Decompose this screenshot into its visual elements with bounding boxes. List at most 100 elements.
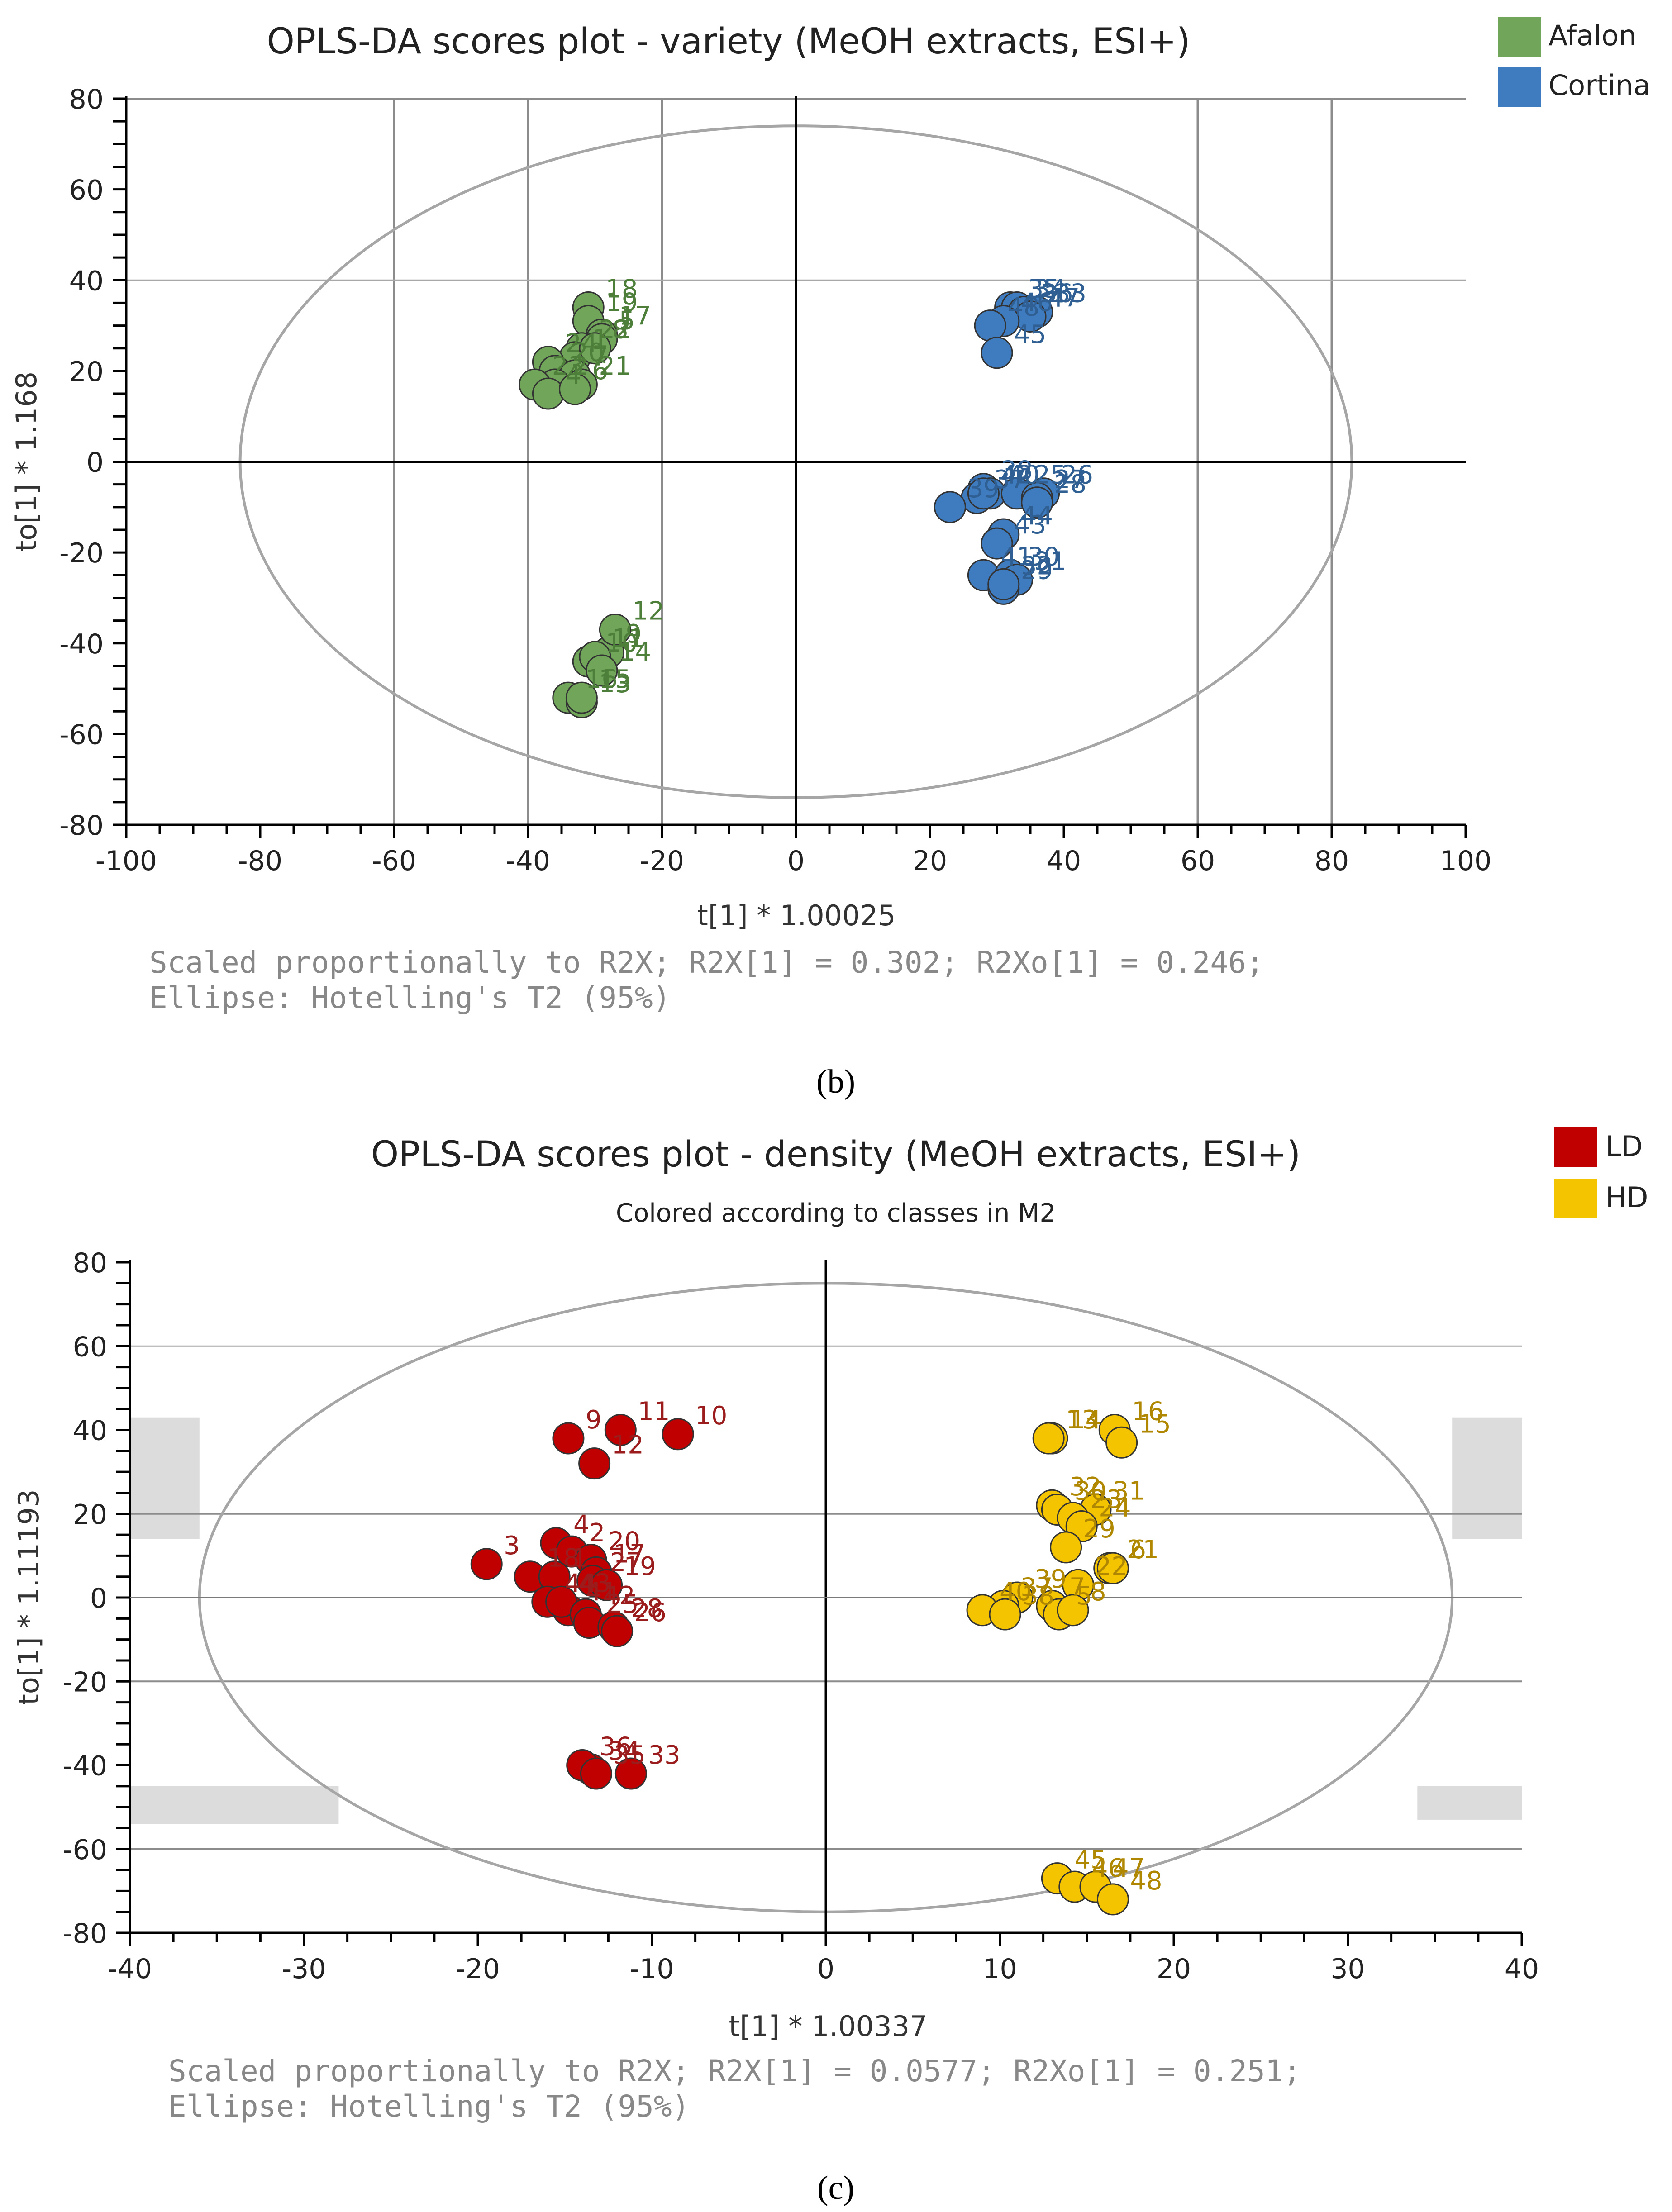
y-tick-label: -20 [59, 538, 104, 569]
chart-title: OPLS-DA scores plot - density (MeOH extr… [371, 1134, 1300, 1175]
point-label-ld-42: 42 [603, 1581, 635, 1611]
point-label-hd-21: 21 [1127, 1535, 1159, 1565]
y-tick-label: -80 [59, 810, 104, 842]
point-cortina-45 [981, 337, 1013, 369]
point-label-afalon-17: 17 [619, 302, 651, 331]
point-label-cortina-33: 33 [1054, 279, 1086, 308]
point-ld-12 [578, 1447, 611, 1480]
point-label-ld-27: 27 [610, 1548, 642, 1577]
y-tick-label: 40 [73, 1415, 107, 1447]
x-tick-label: -40 [108, 1953, 152, 1985]
x-tick-label: -20 [456, 1953, 500, 1985]
point-label-ld-33: 33 [648, 1741, 680, 1770]
point-label-afalon-21: 21 [599, 352, 631, 381]
point-label-hd-40: 40 [1000, 1577, 1032, 1607]
point-label-cortina-46: 46 [1021, 288, 1053, 318]
point-label-hd-5: 5 [1076, 1581, 1092, 1611]
point-label-cortina-35: 35 [1028, 274, 1060, 304]
point-label-ld-9: 9 [586, 1405, 602, 1435]
point-ld-11 [604, 1414, 637, 1446]
y-tick-label: 40 [69, 265, 104, 297]
point-label-ld-44: 44 [565, 1569, 597, 1598]
y-tick-label: -40 [63, 1751, 107, 1782]
point-label-ld-35: 35 [613, 1741, 645, 1770]
point-label-ld-18: 18 [547, 1544, 579, 1573]
point-label-hd-30: 30 [1074, 1476, 1106, 1506]
axes [113, 96, 1467, 838]
y-axis-label: to[1] * 1.168 [10, 371, 43, 552]
point-afalon-14 [586, 654, 618, 687]
y-tick-label: -20 [63, 1666, 107, 1698]
point-label-hd-15: 15 [1139, 1409, 1171, 1439]
point-hd-15 [1105, 1426, 1138, 1459]
point-label-cortina-32: 32 [1021, 551, 1053, 580]
point-label-cortina-41: 41 [1000, 542, 1033, 571]
x-tick-label: 20 [913, 845, 947, 877]
point-label-afalon-24: 24 [565, 329, 597, 358]
point-label-ld-28: 28 [631, 1594, 663, 1623]
point-label-ld-10: 10 [695, 1401, 727, 1431]
point-label-ld-4: 4 [573, 1510, 590, 1540]
point-afalon-12 [599, 614, 631, 646]
point-label-afalon-11: 11 [612, 624, 644, 653]
point-label-ld-2: 2 [589, 1518, 605, 1548]
point-label-hd-7: 7 [1069, 1573, 1086, 1603]
point-ld-26 [601, 1615, 634, 1647]
chart-legend: Afalon Cortina [1498, 17, 1651, 107]
x-tick-label: -40 [506, 845, 550, 877]
axes [116, 1260, 1523, 1946]
point-label-afalon-15: 15 [599, 665, 631, 694]
point-label-hd-46: 46 [1092, 1854, 1124, 1883]
x-tick-label: -20 [640, 845, 684, 877]
point-label-hd-32: 32 [1069, 1472, 1101, 1502]
x-tick-label: 10 [982, 1953, 1017, 1985]
point-label-hd-16: 16 [1132, 1397, 1164, 1427]
point-label-afalon-14: 14 [619, 637, 651, 667]
y-tick-label: -80 [63, 1918, 107, 1950]
point-label-hd-38: 38 [1022, 1581, 1054, 1611]
point-label-afalon-2: 2 [572, 352, 588, 381]
point-label-cortina-29: 29 [1021, 556, 1053, 585]
chart-title: OPLS-DA scores plot - variety (MeOH extr… [267, 21, 1191, 62]
point-cortina-39 [934, 491, 966, 523]
point-label-afalon-1: 1 [592, 324, 609, 354]
point-label-cortina-28: 28 [1054, 470, 1086, 499]
x-tick-label: 60 [1181, 845, 1215, 877]
point-label-cortina-26: 26 [1061, 461, 1093, 490]
point-label-hd-24: 24 [1099, 1494, 1131, 1523]
legend-label-hd: HD [1605, 1181, 1648, 1214]
point-ld-9 [552, 1422, 585, 1455]
point-ld-33 [614, 1757, 647, 1790]
tick-labels: -80 -60 -40 -20 0 20 40 60 80 -40 -30 -20 -10 0 10 20 30… [63, 1247, 1539, 1985]
y-tick-label: -60 [63, 1834, 107, 1866]
point-hd-29 [1050, 1531, 1082, 1564]
y-tick-label: 20 [73, 1499, 107, 1531]
x-tick-label: -100 [95, 845, 157, 877]
footnote-line-1: Scaled proportionally to R2X; R2X[1] = 0… [168, 2054, 1301, 2088]
point-label-ld-19: 19 [624, 1552, 656, 1581]
y-tick-label: 0 [86, 447, 104, 479]
point-ld-3 [470, 1548, 503, 1580]
point-label-ld-12: 12 [612, 1431, 644, 1460]
x-tick-label: -80 [238, 845, 282, 877]
point-label-cortina-44: 44 [1021, 501, 1053, 531]
point-label-afalon-13: 13 [599, 669, 631, 699]
point-label-ld-11: 11 [638, 1397, 670, 1427]
point-label-ld-17: 17 [613, 1539, 645, 1569]
point-label-hd-48: 48 [1130, 1866, 1162, 1896]
x-tick-label: 30 [1330, 1953, 1365, 1985]
point-label-cortina-48: 48 [1007, 293, 1039, 322]
y-tick-label: 60 [69, 175, 104, 206]
shaded-band-left [130, 1417, 200, 1539]
x-tick-label: 0 [787, 845, 805, 877]
legend-label-afalon: Afalon [1548, 19, 1636, 52]
point-label-afalon-22: 22 [599, 315, 631, 345]
point-label-ld-26: 26 [634, 1598, 667, 1627]
chart-subtitle: Colored according to classes in M2 [616, 1199, 1056, 1228]
x-tick-label: 40 [1047, 845, 1081, 877]
y-tick-label: 0 [90, 1583, 107, 1614]
